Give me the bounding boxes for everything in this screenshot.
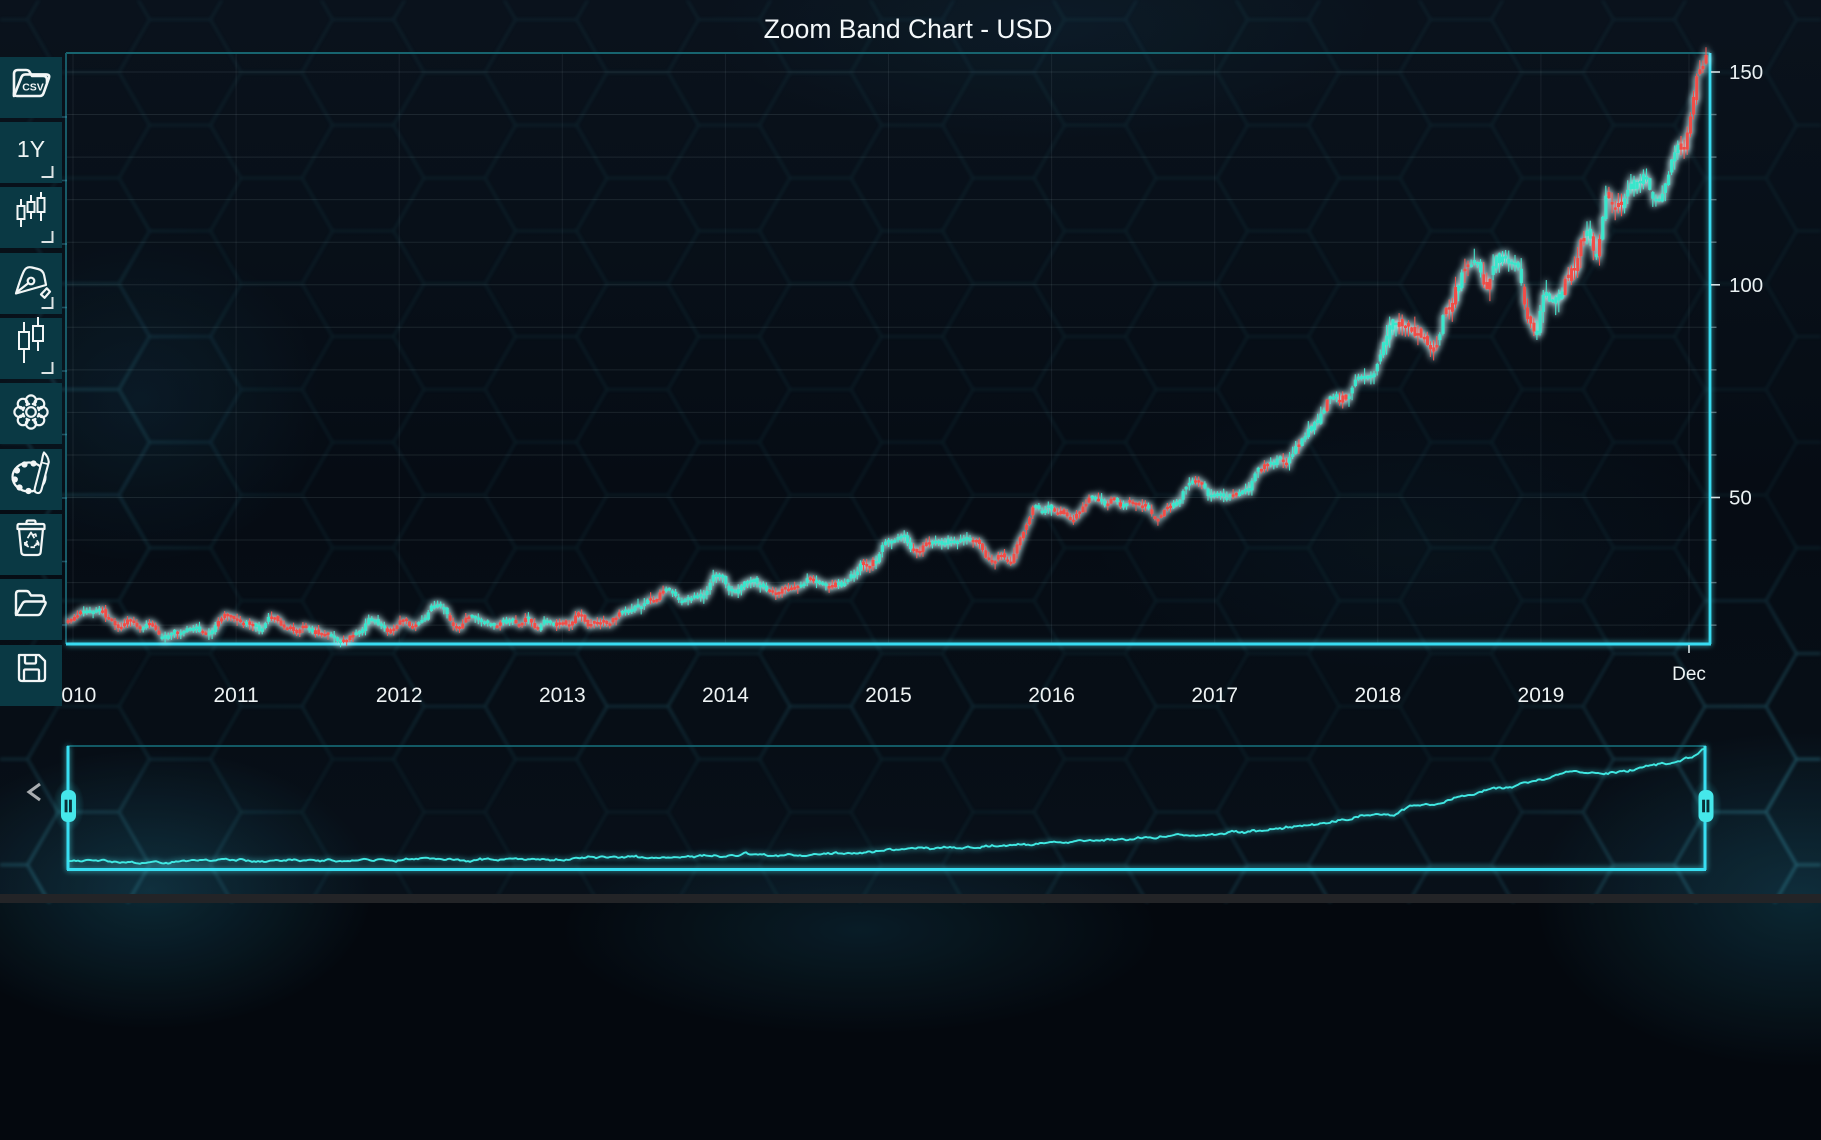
svg-text:50: 50 (1729, 487, 1752, 510)
svg-text:2015: 2015 (865, 684, 912, 707)
svg-text:1Y: 1Y (17, 136, 45, 162)
svg-text:150: 150 (1729, 61, 1763, 84)
svg-text:2012: 2012 (376, 684, 423, 707)
svg-text:2016: 2016 (1028, 684, 1075, 707)
svg-text:Dec: Dec (1672, 664, 1706, 685)
svg-text:2011: 2011 (214, 684, 259, 707)
svg-text:100: 100 (1729, 274, 1763, 297)
svg-text:2019: 2019 (1518, 684, 1565, 707)
svg-text:Zoom Band Chart - USD: Zoom Band Chart - USD (764, 14, 1053, 44)
svg-text:2018: 2018 (1354, 684, 1401, 707)
svg-text:2014: 2014 (702, 684, 749, 707)
svg-text:2013: 2013 (539, 684, 586, 707)
svg-text:2017: 2017 (1191, 684, 1238, 707)
svg-text:CSV: CSV (22, 82, 44, 94)
